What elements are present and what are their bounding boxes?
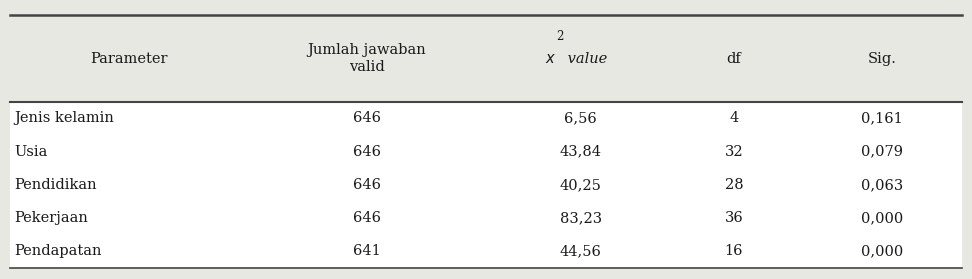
Text: 646: 646 bbox=[353, 178, 381, 192]
Text: 16: 16 bbox=[724, 244, 744, 258]
Text: 646: 646 bbox=[353, 111, 381, 126]
Text: 646: 646 bbox=[353, 145, 381, 159]
Text: df: df bbox=[726, 52, 742, 66]
Text: 641: 641 bbox=[353, 244, 381, 258]
Text: 43,84: 43,84 bbox=[560, 145, 602, 159]
Text: 0,161: 0,161 bbox=[861, 111, 903, 126]
Text: 0,079: 0,079 bbox=[861, 145, 903, 159]
Text: Pekerjaan: Pekerjaan bbox=[15, 211, 88, 225]
Text: 36: 36 bbox=[724, 211, 744, 225]
Text: Sig.: Sig. bbox=[868, 52, 896, 66]
Text: 4: 4 bbox=[729, 111, 739, 126]
Text: Pendapatan: Pendapatan bbox=[15, 244, 102, 258]
FancyBboxPatch shape bbox=[10, 15, 962, 102]
Text: Usia: Usia bbox=[15, 145, 48, 159]
Text: 0,000: 0,000 bbox=[861, 244, 903, 258]
Text: Pendidikan: Pendidikan bbox=[15, 178, 97, 192]
Text: 6,56: 6,56 bbox=[565, 111, 597, 126]
Text: 32: 32 bbox=[724, 145, 744, 159]
FancyBboxPatch shape bbox=[10, 102, 962, 268]
Text: 0,063: 0,063 bbox=[861, 178, 903, 192]
Text: Parameter: Parameter bbox=[90, 52, 167, 66]
Text: 646: 646 bbox=[353, 211, 381, 225]
Text: Jumlah jawaban
valid: Jumlah jawaban valid bbox=[307, 44, 427, 74]
Text: $x$: $x$ bbox=[545, 52, 556, 66]
Text: 83,23: 83,23 bbox=[560, 211, 602, 225]
Text: value: value bbox=[564, 52, 608, 66]
Text: 2: 2 bbox=[556, 30, 564, 43]
Text: 28: 28 bbox=[724, 178, 744, 192]
Text: 44,56: 44,56 bbox=[560, 244, 602, 258]
Text: 40,25: 40,25 bbox=[560, 178, 602, 192]
Text: 0,000: 0,000 bbox=[861, 211, 903, 225]
Text: Jenis kelamin: Jenis kelamin bbox=[15, 111, 115, 126]
